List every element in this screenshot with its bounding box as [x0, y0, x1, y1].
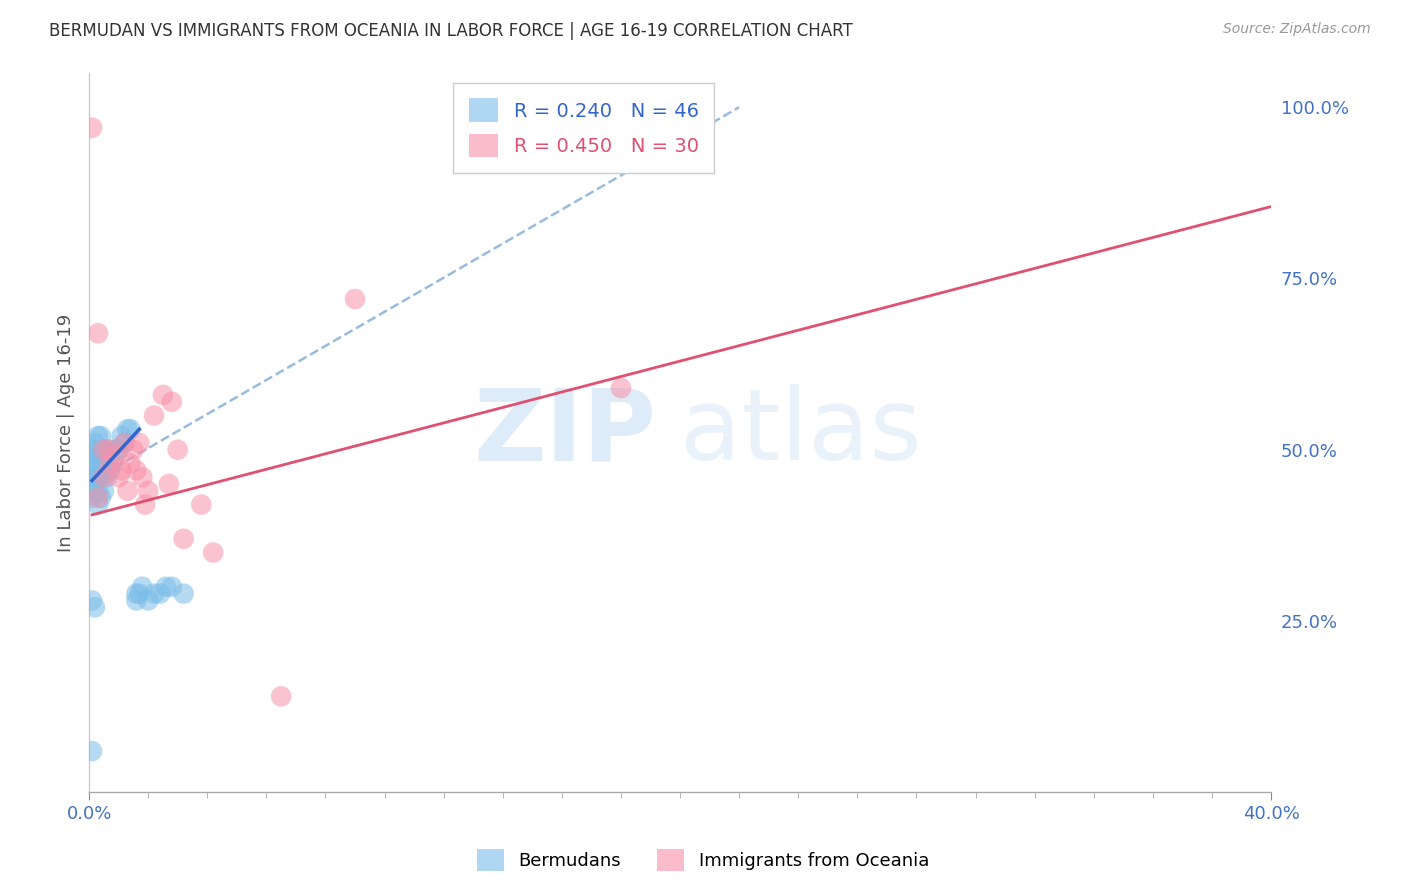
Legend: Bermudans, Immigrants from Oceania: Bermudans, Immigrants from Oceania [470, 842, 936, 879]
Point [80, 120, 103, 135]
Point [90, 450, 112, 464]
Point [93, 483, 115, 498]
Point [93, 470, 115, 484]
Point [149, 586, 172, 600]
Point [122, 442, 145, 457]
Text: ZIP: ZIP [474, 384, 657, 481]
Point [107, 442, 129, 457]
Point [80, 491, 103, 505]
Text: Source: ZipAtlas.com: Source: ZipAtlas.com [1223, 22, 1371, 37]
Point [125, 463, 148, 477]
Point [87, 470, 110, 484]
Point [84, 483, 107, 498]
Point [110, 463, 132, 477]
Point [120, 422, 142, 436]
Point [90, 470, 112, 484]
Point [93, 442, 115, 457]
Point [98, 442, 121, 457]
Point [173, 532, 195, 546]
Point [87, 498, 110, 512]
Point [90, 429, 112, 443]
Point [80, 463, 103, 477]
Point [87, 429, 110, 443]
Point [80, 744, 103, 758]
Point [84, 436, 107, 450]
Point [157, 477, 180, 491]
Point [114, 436, 136, 450]
Point [202, 545, 225, 559]
Point [84, 470, 107, 484]
Point [117, 422, 139, 436]
Point [107, 470, 129, 484]
Point [270, 690, 292, 704]
Point [160, 394, 183, 409]
Point [136, 593, 159, 607]
Point [128, 436, 150, 450]
Point [87, 326, 110, 341]
Point [87, 457, 110, 471]
Point [87, 483, 110, 498]
Point [152, 388, 174, 402]
Point [80, 442, 103, 457]
Point [114, 436, 136, 450]
Point [90, 491, 112, 505]
Point [84, 457, 107, 471]
Point [143, 409, 166, 423]
Point [96, 450, 118, 464]
Point [93, 442, 115, 457]
Point [166, 442, 188, 457]
Point [80, 450, 103, 464]
Point [98, 457, 121, 471]
Point [98, 442, 121, 457]
Point [80, 477, 103, 491]
Point [96, 470, 118, 484]
Point [136, 483, 159, 498]
Point [610, 381, 633, 395]
Point [101, 457, 124, 471]
Point [104, 442, 127, 457]
Text: atlas: atlas [681, 384, 922, 481]
Point [173, 586, 195, 600]
Point [160, 580, 183, 594]
Point [155, 580, 177, 594]
Point [87, 491, 110, 505]
Point [143, 586, 166, 600]
Point [84, 600, 107, 615]
Point [87, 442, 110, 457]
Point [190, 498, 212, 512]
Point [131, 580, 153, 594]
Legend: R = 0.240   N = 46, R = 0.450   N = 30: R = 0.240 N = 46, R = 0.450 N = 30 [453, 83, 714, 173]
Point [134, 498, 156, 512]
Point [125, 586, 148, 600]
Point [117, 483, 139, 498]
Text: BERMUDAN VS IMMIGRANTS FROM OCEANIA IN LABOR FORCE | AGE 16-19 CORRELATION CHART: BERMUDAN VS IMMIGRANTS FROM OCEANIA IN L… [49, 22, 853, 40]
Point [98, 463, 121, 477]
Y-axis label: In Labor Force | Age 16-19: In Labor Force | Age 16-19 [58, 313, 75, 552]
Point [120, 457, 142, 471]
Point [93, 463, 115, 477]
Point [104, 450, 127, 464]
Point [344, 292, 367, 306]
Point [125, 593, 148, 607]
Point [128, 586, 150, 600]
Point [80, 593, 103, 607]
Point [110, 429, 132, 443]
Point [131, 470, 153, 484]
